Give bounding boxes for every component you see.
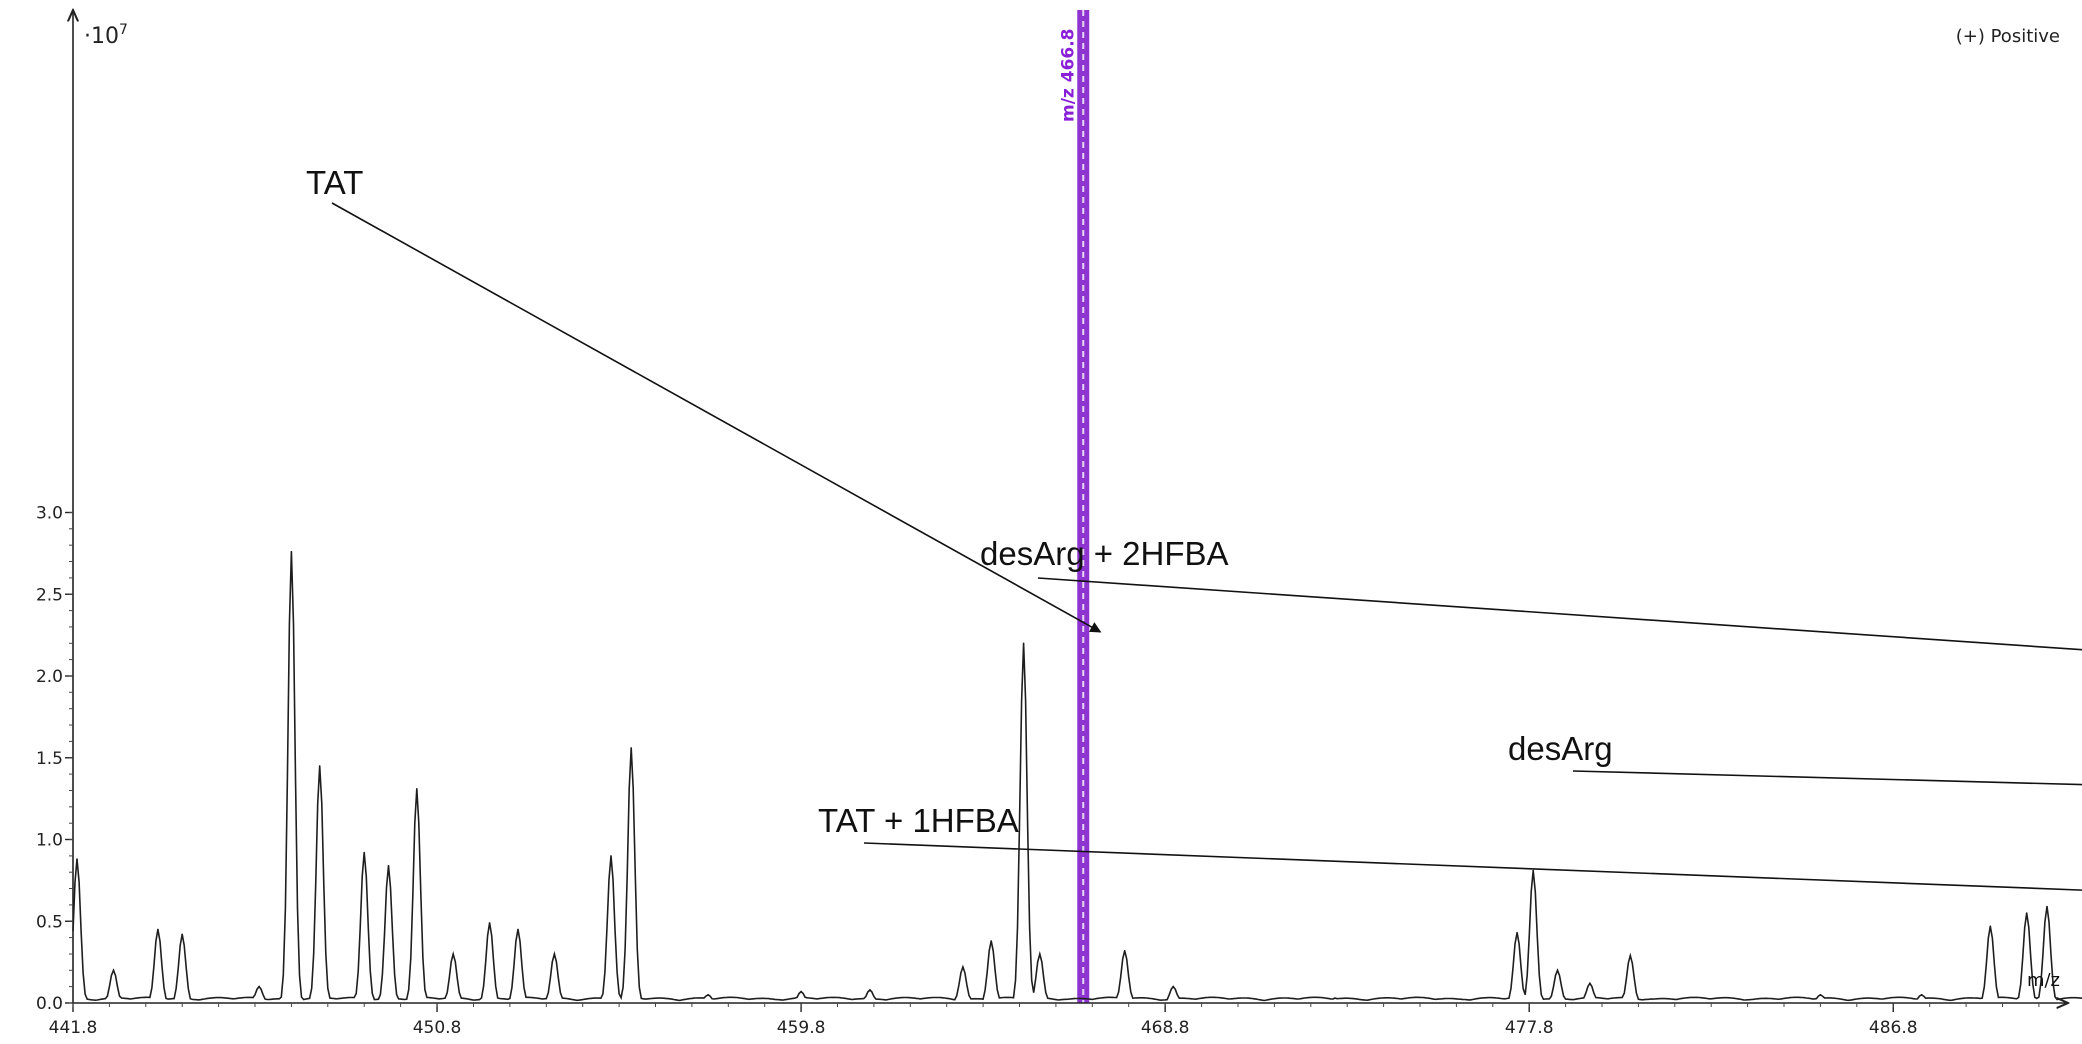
- peak-point: [112, 969, 115, 972]
- peak-annotation-text: TAT: [306, 164, 363, 201]
- annotation-arrow: [331, 202, 1102, 633]
- peak-point: [869, 989, 871, 991]
- peak-point: [990, 940, 992, 942]
- peak-point: [800, 990, 802, 993]
- peak-point: [76, 858, 78, 860]
- peak-point: [962, 966, 964, 968]
- x-tick-label: 450.8: [413, 1018, 462, 1038]
- peak-point: [416, 788, 418, 790]
- peak-point: [387, 864, 390, 867]
- peak-point: [630, 747, 632, 749]
- peak-point: [707, 994, 709, 996]
- peak-annotation-text: desArg: [1508, 730, 1613, 767]
- annotation-arrow: [1037, 577, 2082, 651]
- peak-annotation-text: TAT + 1HFBA: [818, 802, 1019, 839]
- x-tick-label: 477.8: [1505, 1018, 1554, 1038]
- peak-point: [181, 933, 183, 936]
- annotation-arrow: [863, 842, 2082, 891]
- x-tick-label: 459.8: [777, 1018, 826, 1038]
- polarity-label: (+) Positive: [1956, 26, 2060, 47]
- y-tick-label: 2.0: [36, 667, 63, 687]
- peak-point: [318, 765, 321, 767]
- peak-point: [2025, 912, 2028, 914]
- peak-point: [157, 928, 159, 931]
- x-axis-unit-label: m/z: [2027, 970, 2060, 991]
- peak-point: [517, 928, 519, 931]
- peak-point: [1039, 953, 1041, 955]
- peak-point: [1989, 925, 1992, 927]
- peak-point: [258, 985, 260, 988]
- peak-point: [452, 953, 455, 955]
- peak-point: [1123, 949, 1126, 952]
- peak-point: [290, 550, 293, 553]
- peak-point: [1172, 985, 1174, 988]
- peak-point: [1334, 997, 1336, 999]
- peak-annotation-text: desArg + 2HFBA: [980, 535, 1229, 572]
- peak-point: [1589, 982, 1591, 985]
- peak-point: [1532, 869, 1534, 872]
- y-tick-label: 1.5: [36, 749, 63, 769]
- y-tick-label: 0.5: [36, 912, 63, 932]
- peak-point: [1629, 954, 1632, 957]
- y-axis-scale-label: ·107: [84, 22, 128, 49]
- peak-point: [553, 953, 556, 955]
- peak-point: [1920, 994, 1923, 996]
- y-tick-label: 2.5: [36, 585, 63, 605]
- y-tick-label: 0.0: [36, 994, 63, 1014]
- peak-point: [2046, 905, 2048, 908]
- peak-point: [610, 855, 612, 857]
- y-scale-base: ·10: [84, 24, 119, 49]
- y-tick-label: 1.0: [36, 831, 63, 851]
- peak-point: [1516, 931, 1518, 934]
- y-scale-exponent: 7: [119, 22, 128, 38]
- x-tick-label: 486.8: [1869, 1018, 1918, 1038]
- peak-point: [1819, 994, 1822, 996]
- peak-point: [1022, 642, 1025, 645]
- peak-point: [488, 922, 491, 924]
- marker-label: m/z 466.8: [1058, 28, 1078, 122]
- annotation-arrow: [1572, 770, 2082, 786]
- y-tick-label: 3.0: [36, 504, 63, 524]
- x-tick-label: 468.8: [1141, 1018, 1190, 1038]
- spectrum-trace: [72, 551, 2082, 1002]
- x-tick-label: 441.8: [49, 1018, 98, 1038]
- peak-point: [363, 851, 366, 854]
- peak-point: [1556, 969, 1559, 972]
